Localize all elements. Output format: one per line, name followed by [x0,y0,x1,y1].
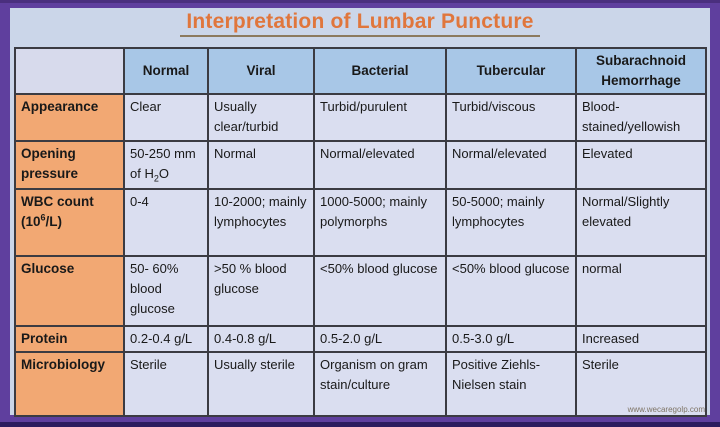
cell-opening-viral: Normal [207,140,315,190]
frame-edge-bottom [0,422,720,427]
cell-protein-viral: 0.4-0.8 g/L [207,325,315,353]
table-row-appearance: Appearance Clear Usually clear/turbid Tu… [14,93,707,142]
cell-micro-sah: Sterile [575,351,707,417]
slide-page: Interpretation of Lumbar Puncture Normal… [10,8,710,417]
wbc-unit-prefix: (10 [21,214,41,229]
cell-wbc-bacterial: 1000-5000; mainly polymorphs [313,188,447,257]
cell-glucose-sah: normal [575,255,707,327]
cell-wbc-tubercular: 50-5000; mainly lymphocytes [445,188,577,257]
cell-glucose-bacterial: <50% blood glucose [313,255,447,327]
title-wrap: Interpretation of Lumbar Puncture [10,10,710,37]
table-row-glucose: Glucose 50- 60% blood glucose >50 % bloo… [14,255,707,327]
cell-glucose-normal: 50- 60% blood glucose [123,255,209,327]
page-title: Interpretation of Lumbar Puncture [180,10,540,37]
col-header-normal: Normal [123,47,209,95]
opening-normal-text: 50-250 mm of H [130,146,196,181]
cell-micro-viral: Usually sterile [207,351,315,417]
cell-wbc-normal: 0-4 [123,188,209,257]
cell-micro-bacterial: Organism on gram stain/culture [313,351,447,417]
wbc-label-unit: (106/L) [21,212,63,229]
table-row-wbc-count: WBC count (106/L) 0-4 10-2000; mainly lym… [14,188,707,257]
cell-opening-normal: 50-250 mm of H2O [123,140,209,190]
opening-normal-subscript: 2 [153,173,159,184]
cell-glucose-tubercular: <50% blood glucose [445,255,577,327]
cell-wbc-viral: 10-2000; mainly lymphocytes [207,188,315,257]
frame-edge-top [0,0,720,3]
cell-micro-tubercular: Positive Ziehls-Nielsen stain [445,351,577,417]
cell-appearance-normal: Clear [123,93,209,142]
cell-appearance-viral: Usually clear/turbid [207,93,315,142]
col-header-bacterial: Bacterial [313,47,447,95]
cell-opening-bacterial: Normal/elevated [313,140,447,190]
row-label-protein: Protein [14,325,125,353]
wbc-label-main: WBC count [21,194,94,209]
col-header-subarachnoid-hemorrhage: Subarachnoid Hemorrhage [575,47,707,95]
wbc-unit-superscript: 6 [40,212,46,223]
corner-cell [14,47,125,95]
row-label-appearance: Appearance [14,93,125,142]
cell-protein-sah: Increased [575,325,707,353]
cell-protein-bacterial: 0.5-2.0 g/L [313,325,447,353]
table-row-protein: Protein 0.2-0.4 g/L 0.4-0.8 g/L 0.5-2.0 … [14,325,707,353]
row-label-microbiology: Microbiology [14,351,125,417]
cell-opening-tubercular: Normal/elevated [445,140,577,190]
cell-appearance-bacterial: Turbid/purulent [313,93,447,142]
row-label-opening-pressure: Opening pressure [14,140,125,190]
col-header-viral: Viral [207,47,315,95]
lumbar-puncture-table: Normal Viral Bacterial Tubercular Subara… [14,47,707,417]
cell-appearance-sah: Blood-stained/yellowish [575,93,707,142]
cell-opening-sah: Elevated [575,140,707,190]
header-row: Normal Viral Bacterial Tubercular Subara… [14,47,707,95]
watermark-url: www.wecaregolp.com [627,405,705,414]
col-header-tubercular: Tubercular [445,47,577,95]
cell-appearance-tubercular: Turbid/viscous [445,93,577,142]
table-row-opening-pressure: Opening pressure 50-250 mm of H2O Normal… [14,140,707,190]
opening-normal-suffix: O [158,166,169,181]
cell-wbc-sah: Normal/Slightly elevated [575,188,707,257]
cell-micro-normal: Sterile [123,351,209,417]
cell-protein-tubercular: 0.5-3.0 g/L [445,325,577,353]
wbc-unit-suffix: /L) [45,214,63,229]
cell-protein-normal: 0.2-0.4 g/L [123,325,209,353]
row-label-glucose: Glucose [14,255,125,327]
cell-glucose-viral: >50 % blood glucose [207,255,315,327]
table-row-microbiology: Microbiology Sterile Usually sterile Org… [14,351,707,417]
row-label-wbc-count: WBC count (106/L) [14,188,125,257]
